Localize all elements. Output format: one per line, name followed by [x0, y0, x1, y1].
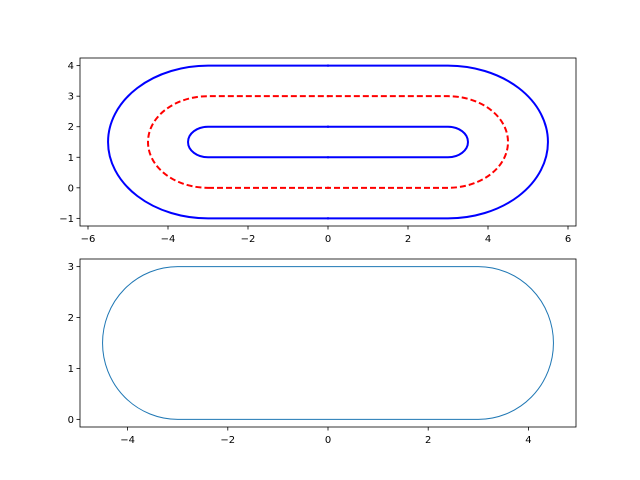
top-series-line-1	[147, 95, 509, 189]
top-series-1-marker-1	[326, 94, 330, 98]
top-xtick-label-4: 2	[405, 234, 411, 245]
top-ytick-label-4: 3	[68, 92, 74, 103]
bottom-ytick-label-3: 3	[68, 262, 74, 273]
top-series-2-marker-0	[326, 217, 330, 220]
bottom-xtick-label-3: 2	[425, 435, 431, 446]
top-series-1-marker-0	[326, 186, 330, 190]
top-ytick-label-0: −1	[59, 214, 74, 225]
bottom-ytick-label-0: 0	[68, 415, 74, 426]
bottom-xticks: −4 −2 0 2 4	[120, 427, 532, 446]
bottom-series-layer	[102, 266, 554, 420]
bottom-yticks: 0 1 2 3	[68, 262, 80, 426]
top-xtick-label-5: 4	[485, 234, 491, 245]
top-series-0-marker-0	[326, 156, 330, 159]
bottom-series-line-0	[102, 266, 554, 420]
top-xticks: −6 −4 −2 0 2 4 6	[81, 226, 571, 245]
top-series-line-2	[107, 64, 549, 220]
top-xtick-label-0: −6	[81, 234, 96, 245]
top-xtick-label-1: −4	[161, 234, 176, 245]
top-ytick-label-2: 1	[68, 153, 74, 164]
top-series-2-marker-1	[326, 64, 330, 67]
top-ytick-label-1: 0	[68, 183, 74, 194]
top-ytick-label-5: 4	[68, 61, 74, 72]
top-series-line-0	[187, 125, 469, 159]
top-axes: −6 −4 −2 0 2 4 6 −1 0 1 2 3 4	[59, 57, 577, 245]
bottom-ytick-label-1: 1	[68, 364, 74, 375]
bottom-ytick-label-2: 2	[68, 313, 74, 324]
bottom-xtick-label-2: 0	[325, 435, 331, 446]
top-series-layer	[107, 64, 549, 220]
bottom-xtick-label-4: 4	[525, 435, 531, 446]
bottom-xtick-label-0: −4	[120, 435, 135, 446]
top-xtick-label-2: −2	[241, 234, 256, 245]
top-ytick-label-3: 2	[68, 122, 74, 133]
top-xtick-label-3: 0	[325, 234, 331, 245]
bottom-xtick-label-1: −2	[220, 435, 235, 446]
top-yticks: −1 0 1 2 3 4	[59, 61, 80, 225]
top-xtick-label-6: 6	[565, 234, 571, 245]
bottom-axes: −4 −2 0 2 4 0 1 2 3	[68, 258, 577, 446]
top-series-0-marker-1	[326, 125, 330, 128]
